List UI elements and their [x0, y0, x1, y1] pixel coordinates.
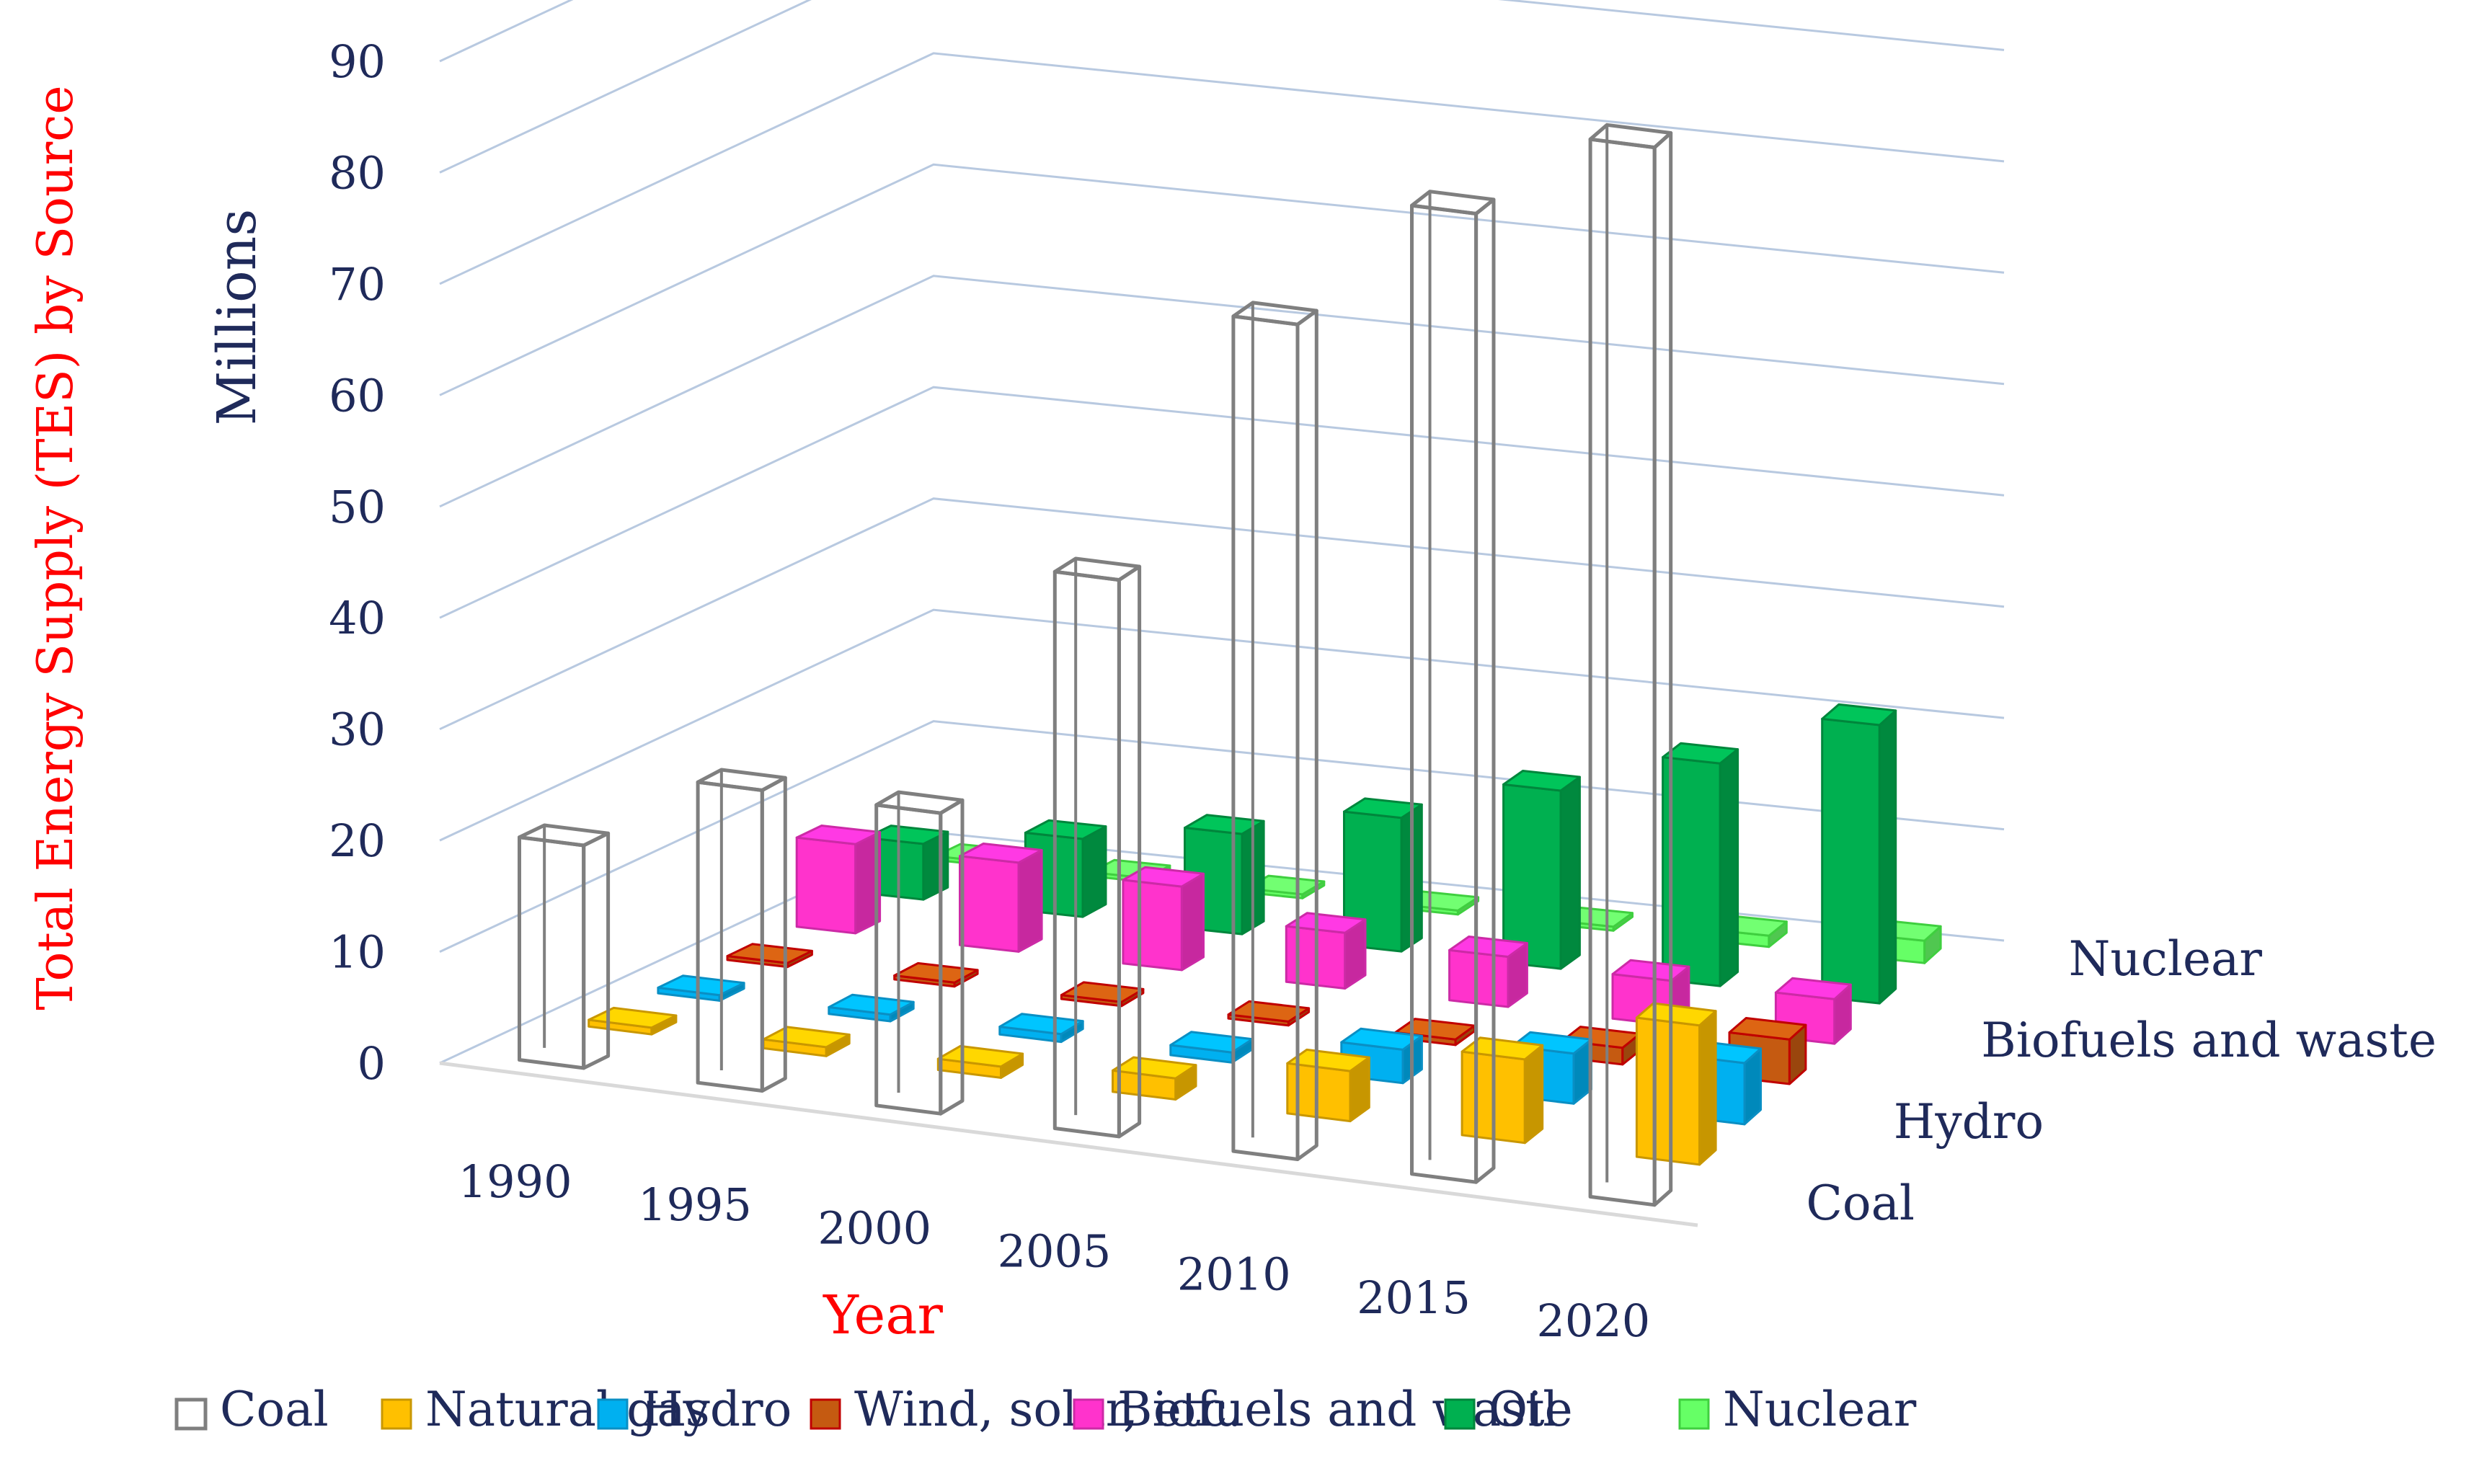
units-label: Millions — [206, 209, 268, 426]
legend-swatch — [381, 1398, 412, 1430]
legend-item: Nuclear — [1678, 1382, 1917, 1437]
axis-labels: 0 10 20 30 40 50 60 70 80 90 1990 1995 2000 2005 2010 2… — [329, 35, 2437, 1347]
bar-oil-2015 — [1662, 742, 1739, 987]
x-tick-label: 1990 — [458, 1155, 572, 1208]
gridline — [439, 0, 574, 63]
y-tick-label: 60 — [329, 369, 386, 422]
floor-edge — [439, 1061, 1698, 1227]
legend-item: Hydro — [597, 1382, 792, 1437]
legend-label: Natural gas — [425, 1382, 710, 1437]
gridline — [439, 0, 2005, 174]
legend-item: Natural gas — [381, 1382, 710, 1437]
y-tick-label: 40 — [329, 592, 386, 644]
y-tick-label: 80 — [329, 146, 386, 199]
x-axis-title: Year — [823, 1284, 943, 1346]
y-tick-label: 30 — [329, 703, 386, 756]
bar-wind-solar-etc--2000 — [1060, 981, 1145, 1008]
legend-swatch — [1073, 1398, 1104, 1430]
depth-label: Biofuels and waste — [1981, 1013, 2437, 1068]
bar-hydro-2000 — [998, 1013, 1084, 1044]
bar-wind-solar-etc--1995 — [893, 961, 979, 988]
bar-natural-gas-2000 — [936, 1044, 1024, 1079]
bar-oil-2020 — [1821, 703, 1897, 1005]
x-tick-label: 1995 — [638, 1178, 752, 1231]
depth-label: Coal — [1806, 1176, 1915, 1231]
y-tick-label: 50 — [329, 481, 386, 533]
legend-swatch — [174, 1398, 208, 1431]
gridlines — [439, 0, 2005, 1065]
chart-floor — [439, 1061, 1698, 1227]
gridline — [439, 163, 2005, 396]
legend-swatch — [1444, 1398, 1476, 1430]
legend-label: Coal — [220, 1382, 329, 1437]
legend-item: Coal — [174, 1382, 329, 1437]
bar-natural-gas-2010 — [1286, 1048, 1370, 1123]
x-tick-label: 2010 — [1177, 1248, 1291, 1301]
legend-swatch — [1678, 1398, 1710, 1430]
legend-item: Oil — [1444, 1382, 1558, 1437]
gridline — [439, 720, 2005, 953]
y-tick-label: 90 — [329, 35, 386, 88]
bar-coal-1990 — [518, 823, 611, 1070]
bar-hydro-2005 — [1169, 1031, 1254, 1064]
bar-wind-solar-etc--1990 — [726, 943, 813, 969]
legend-label: Nuclear — [1723, 1382, 1917, 1437]
bar-biofuels-and-waste-2020 — [1774, 977, 1852, 1045]
bar-biofuels-and-waste-1990 — [795, 825, 882, 935]
bar-coal-2005 — [1052, 556, 1142, 1139]
legend-label: Biofuels and waste — [1117, 1382, 1573, 1437]
legend-swatch — [810, 1398, 841, 1430]
bar-hydro-1995 — [828, 993, 915, 1023]
legend-label: Hydro — [642, 1382, 792, 1437]
y-tick-label: 10 — [329, 926, 386, 979]
x-tick-label: 2005 — [998, 1225, 1112, 1278]
legend-item: Wind, solar, etc. — [810, 1382, 1242, 1437]
gridline — [439, 497, 2005, 731]
y-tick-label: 70 — [329, 258, 386, 311]
legend-item: Biofuels and waste — [1073, 1382, 1573, 1437]
bar-natural-gas-2005 — [1112, 1056, 1197, 1101]
legend-label: Oil — [1489, 1382, 1558, 1437]
bar-natural-gas-2020 — [1635, 1002, 1717, 1166]
legend-swatch — [597, 1398, 629, 1430]
bar-natural-gas-1995 — [762, 1026, 851, 1057]
x-tick-label: 2000 — [817, 1201, 931, 1254]
bar-natural-gas-1990 — [588, 1006, 678, 1036]
y-axis-title: Total Energy Supply (TES) by Source — [27, 85, 84, 1010]
y-tick-label: 0 — [358, 1037, 386, 1090]
depth-label: Nuclear — [2069, 931, 2263, 987]
bar-hydro-1990 — [657, 974, 745, 1002]
y-tick-label: 20 — [329, 814, 386, 867]
bar-coal-2010 — [1231, 301, 1318, 1161]
depth-label: Hydro — [1894, 1094, 2044, 1150]
gridline — [439, 52, 2005, 285]
bar-biofuels-and-waste-2000 — [1122, 866, 1205, 972]
bar-coal-2015 — [1410, 190, 1496, 1184]
bar-coal-2020 — [1588, 123, 1673, 1207]
bar-biofuels-and-waste-1995 — [959, 843, 1043, 953]
bar-oil-2010 — [1502, 770, 1581, 970]
bar-biofuels-and-waste-2010 — [1448, 936, 1528, 1008]
gridline — [439, 386, 2005, 619]
gridline — [439, 608, 2005, 842]
x-tick-label: 2015 — [1357, 1271, 1471, 1324]
bars — [518, 123, 1942, 1207]
x-tick-label: 2020 — [1536, 1294, 1650, 1347]
bar-natural-gas-2015 — [1460, 1036, 1544, 1145]
bar-coal-1995 — [696, 768, 787, 1093]
gridline — [439, 275, 2005, 508]
bar-coal-2000 — [874, 790, 965, 1116]
legend-label: Wind, solar, etc. — [854, 1382, 1242, 1437]
